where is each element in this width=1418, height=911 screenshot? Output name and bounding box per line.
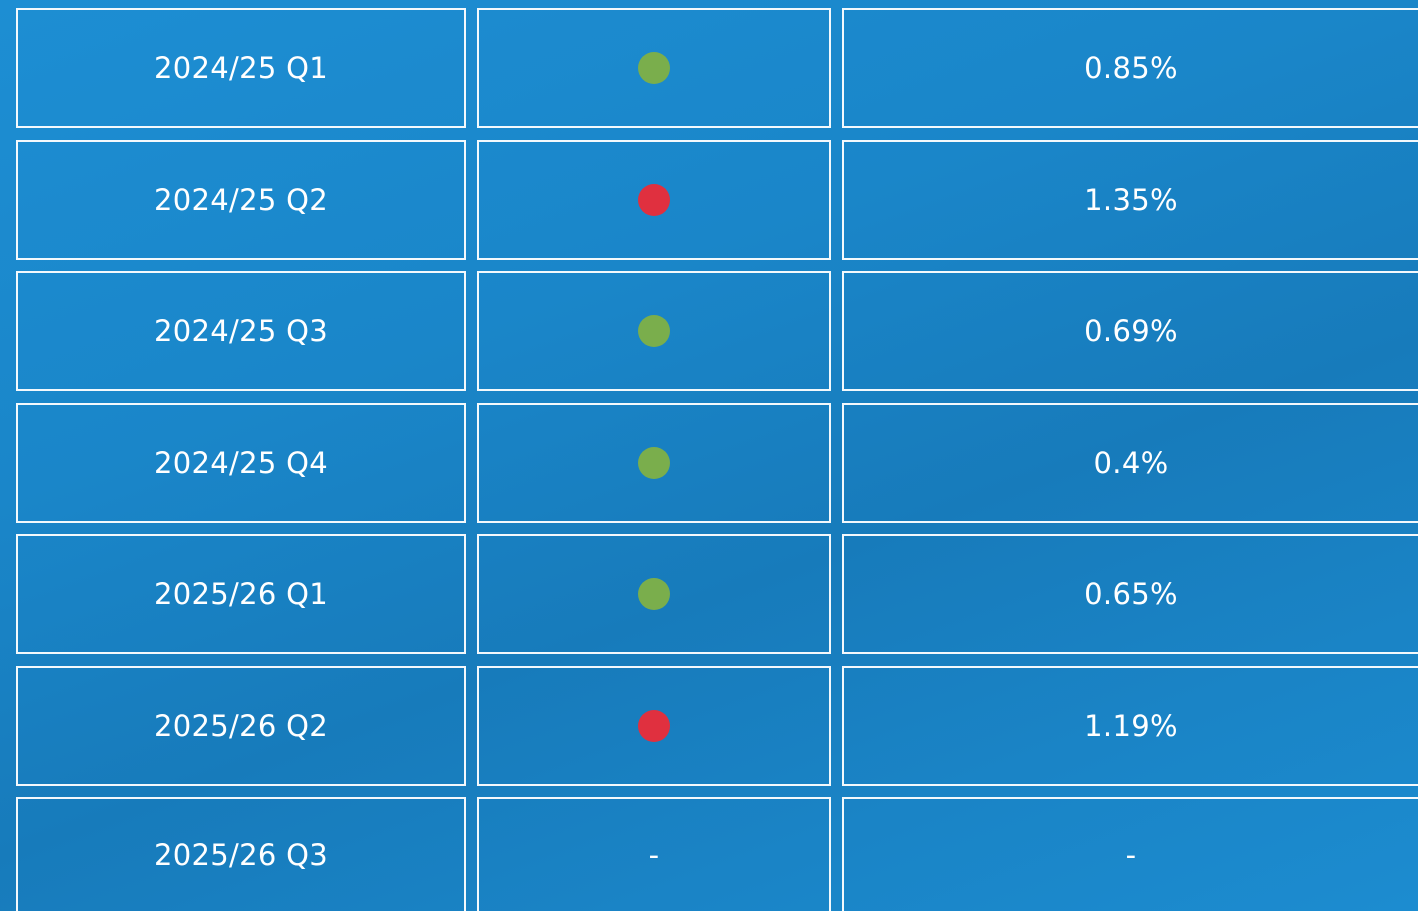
period-cell: 2024/25 Q1 [16, 8, 466, 128]
status-cell [477, 140, 831, 260]
status-dot [638, 184, 670, 216]
period-cell: 2025/26 Q1 [16, 534, 466, 654]
status-cell [477, 666, 831, 786]
period-cell: 2025/26 Q2 [16, 666, 466, 786]
period-cell: 2024/25 Q2 [16, 140, 466, 260]
period-cell: 2024/25 Q3 [16, 271, 466, 391]
status-dot [638, 315, 670, 347]
page: 2024/25 Q1 0.85% 2024/25 Q2 1.35% 2024/25 Q3… [0, 0, 1418, 911]
value-cell: 1.19% [842, 666, 1418, 786]
status-cell [477, 271, 831, 391]
value-cell: - [842, 797, 1418, 911]
period-cell: 2024/25 Q4 [16, 403, 466, 523]
status-cell: - [477, 797, 831, 911]
status-cell [477, 8, 831, 128]
status-table: 2024/25 Q1 0.85% 2024/25 Q2 1.35% 2024/25 Q3… [0, 0, 1418, 911]
value-cell: 1.35% [842, 140, 1418, 260]
status-dot [638, 52, 670, 84]
status-dot [638, 447, 670, 479]
value-cell: 0.4% [842, 403, 1418, 523]
status-dot [638, 710, 670, 742]
status-dot [638, 578, 670, 610]
period-cell: 2025/26 Q3 [16, 797, 466, 911]
value-cell: 0.69% [842, 271, 1418, 391]
status-cell [477, 534, 831, 654]
value-cell: 0.65% [842, 534, 1418, 654]
status-cell [477, 403, 831, 523]
value-cell: 0.85% [842, 8, 1418, 128]
